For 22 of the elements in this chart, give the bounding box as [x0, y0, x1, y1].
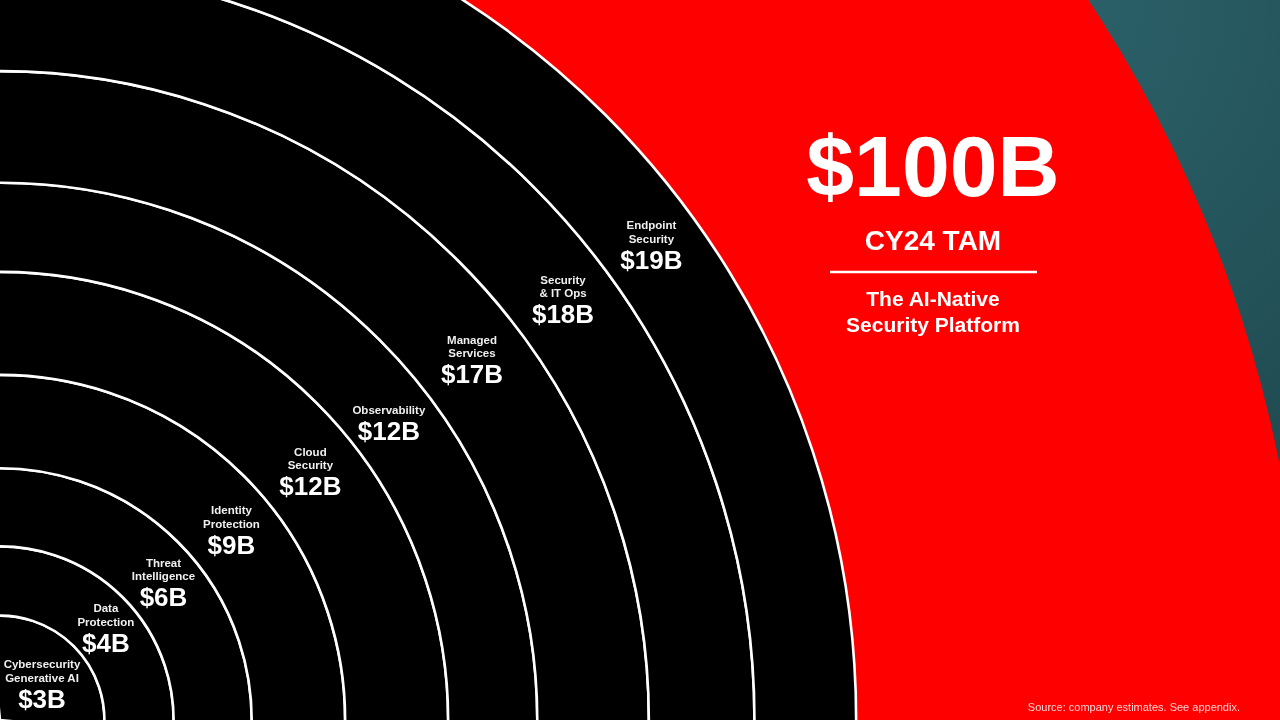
data-label: $6B — [139, 582, 188, 613]
data-label: $12B — [357, 415, 420, 446]
data-label: $17B — [440, 359, 504, 390]
data-label: $19B — [620, 244, 683, 275]
text: CY24 TAM — [864, 225, 1002, 256]
category-label: Cybersecurity Generative AI — [3, 658, 81, 684]
category-label: Security & IT Ops — [539, 273, 587, 300]
data-label: $9B — [207, 529, 256, 560]
data-label: $4B — [82, 627, 130, 658]
data-label: $12B — [279, 471, 342, 502]
text: The AI-Native Security Platform — [846, 287, 1020, 336]
category-label: Observability — [352, 403, 426, 416]
category-label: Data Protection — [77, 602, 135, 628]
category-label: Cloud Security — [287, 445, 334, 472]
data-label: $18B — [531, 299, 595, 330]
data-label: $3B — [18, 683, 66, 714]
category-label: Managed Services — [447, 333, 497, 360]
category-label: Threat Intelligence — [131, 556, 196, 583]
text: $100B — [806, 118, 1060, 214]
source-note: Source: company estimates. See appendix. — [1027, 701, 1240, 713]
category-label: Identity Protection — [203, 504, 260, 530]
category-label: Endpoint Security — [626, 219, 677, 245]
